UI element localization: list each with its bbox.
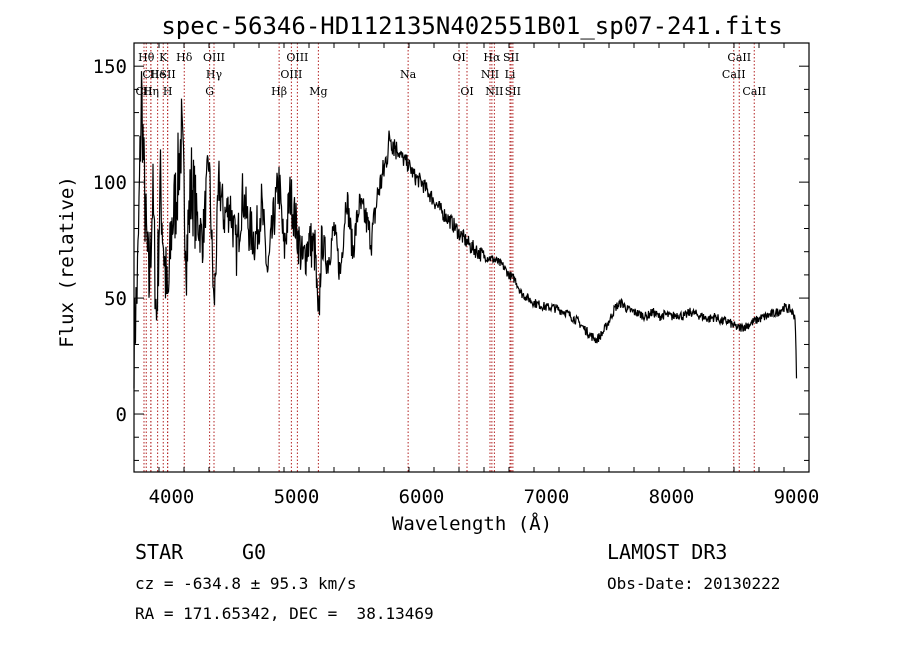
line-label-3: Hη xyxy=(143,85,159,98)
y-tick-label: 50 xyxy=(104,288,127,310)
y-axis: 0 50 100 150 xyxy=(93,42,809,461)
line-label-19: Hα xyxy=(483,51,501,64)
object-subclass: G0 xyxy=(242,540,267,564)
line-label-25: CaII xyxy=(727,51,751,64)
x-tick-label: 4000 xyxy=(149,486,195,508)
line-label-13: OIII xyxy=(286,51,308,64)
line-label-18: OI xyxy=(460,85,473,98)
line-label-14: OIII xyxy=(280,68,302,81)
line-label-22: Li xyxy=(505,68,516,81)
line-label-23: SII xyxy=(503,51,519,64)
y-tick-label: 150 xyxy=(93,56,127,78)
y-axis-label: Flux (relative) xyxy=(56,176,78,348)
line-label-16: Na xyxy=(400,68,417,81)
line-label-9: OIII xyxy=(203,51,225,64)
line-label-15: Mg xyxy=(309,85,327,98)
line-label-11: G xyxy=(205,85,214,98)
line-label-27: CaII xyxy=(742,85,766,98)
x-tick-label: 6000 xyxy=(399,486,445,508)
survey-name: LAMOST DR3 xyxy=(607,540,728,564)
x-tick-label: 7000 xyxy=(524,486,570,508)
line-label-1: CII xyxy=(142,68,159,81)
x-axis: 4000 5000 6000 7000 8000 9000 xyxy=(133,43,820,508)
y-tick-label: 100 xyxy=(93,172,127,194)
emission-line-markers xyxy=(143,43,755,472)
x-tick-label: 9000 xyxy=(774,486,820,508)
spectrum-chart: spec-56346-HD112135N402551B01_sp07-241.f… xyxy=(56,12,820,535)
observation-date: Obs-Date: 20130222 xyxy=(607,574,781,593)
flux-series-line xyxy=(133,71,798,389)
line-label-7: H xyxy=(163,85,173,98)
plot-frame xyxy=(133,42,810,473)
sky-coordinates: RA = 171.65342, DEC = 38.13469 xyxy=(135,604,434,623)
line-label-5: K xyxy=(159,51,168,64)
line-label-4: He xyxy=(150,68,166,81)
object-class: STAR xyxy=(135,540,184,564)
line-label-12: Hβ xyxy=(271,85,287,98)
line-label-0: Hθ xyxy=(138,51,155,64)
redshift-velocity: cz = -634.8 ± 95.3 km/s xyxy=(135,574,357,593)
x-tick-label: 8000 xyxy=(649,486,695,508)
line-label-24: SII xyxy=(505,85,521,98)
line-label-10: Hγ xyxy=(206,68,223,81)
line-label-20: NII xyxy=(481,68,499,81)
line-label-21: NII xyxy=(485,85,503,98)
line-label-17: OI xyxy=(452,51,465,64)
line-label-6: SII xyxy=(160,68,176,81)
line-label-2: CII xyxy=(135,85,152,98)
line-label-8: Hδ xyxy=(176,51,193,64)
line-label-26: CaII xyxy=(722,68,746,81)
chart-title: spec-56346-HD112135N402551B01_sp07-241.f… xyxy=(161,12,782,40)
x-axis-label: Wavelength (Å) xyxy=(392,512,552,535)
y-tick-label: 0 xyxy=(116,404,127,426)
x-tick-label: 5000 xyxy=(274,486,320,508)
